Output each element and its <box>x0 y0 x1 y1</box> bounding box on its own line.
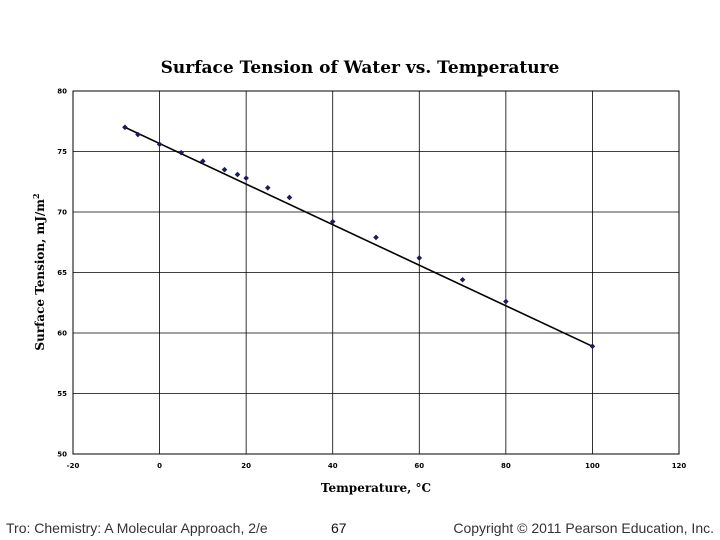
data-point <box>459 276 466 283</box>
data-point <box>329 218 336 225</box>
data-point <box>178 149 185 156</box>
data-point <box>221 166 228 173</box>
x-tick-label: 80 <box>501 462 511 470</box>
x-tick-label: 40 <box>328 462 338 470</box>
y-axis-label-main: Surface Tension, mJ/m <box>33 199 47 351</box>
data-point <box>589 343 596 350</box>
y-axis-label: Surface Tension, mJ/m2 <box>31 193 47 350</box>
x-tick-label: 0 <box>157 462 162 470</box>
x-tick-label: 20 <box>241 462 251 470</box>
x-tick-label: 100 <box>585 462 600 470</box>
footer-copyright: Copyright © 2011 Pearson Education, Inc. <box>453 520 714 536</box>
x-tick-label: 120 <box>672 462 687 470</box>
y-tick-label: 60 <box>57 330 67 338</box>
x-tick-label: 60 <box>414 462 424 470</box>
data-point <box>264 185 271 191</box>
y-tick-label: 80 <box>57 88 67 96</box>
data-point <box>286 194 293 201</box>
y-axis-label-superscript: 2 <box>31 193 41 199</box>
x-tick-label: -20 <box>67 462 80 470</box>
y-tick-label: 50 <box>57 451 67 459</box>
data-point <box>373 234 379 241</box>
grid-lines <box>73 91 679 454</box>
data-point <box>135 131 141 138</box>
y-tick-label: 65 <box>57 269 67 277</box>
y-tick-label: 75 <box>57 148 67 156</box>
data-point <box>234 171 241 178</box>
footer-citation: Tro: Chemistry: A Molecular Approach, 2/… <box>6 520 268 536</box>
data-point <box>122 124 128 131</box>
chart-title: Surface Tension of Water vs. Temperature <box>161 58 560 78</box>
x-axis-label: Temperature, °C <box>321 481 431 495</box>
y-tick-label: 55 <box>57 390 67 398</box>
slide-number: 67 <box>331 520 347 536</box>
data-point <box>503 298 509 305</box>
data-series <box>122 124 596 350</box>
data-point <box>156 141 163 148</box>
y-tick-label: 70 <box>57 209 67 217</box>
tick-labels: -20 0 20 40 60 80 100 120 50 55 60 65 70 75 80 <box>57 88 686 471</box>
data-point <box>200 158 206 164</box>
data-point <box>243 175 249 181</box>
data-point <box>416 255 423 261</box>
